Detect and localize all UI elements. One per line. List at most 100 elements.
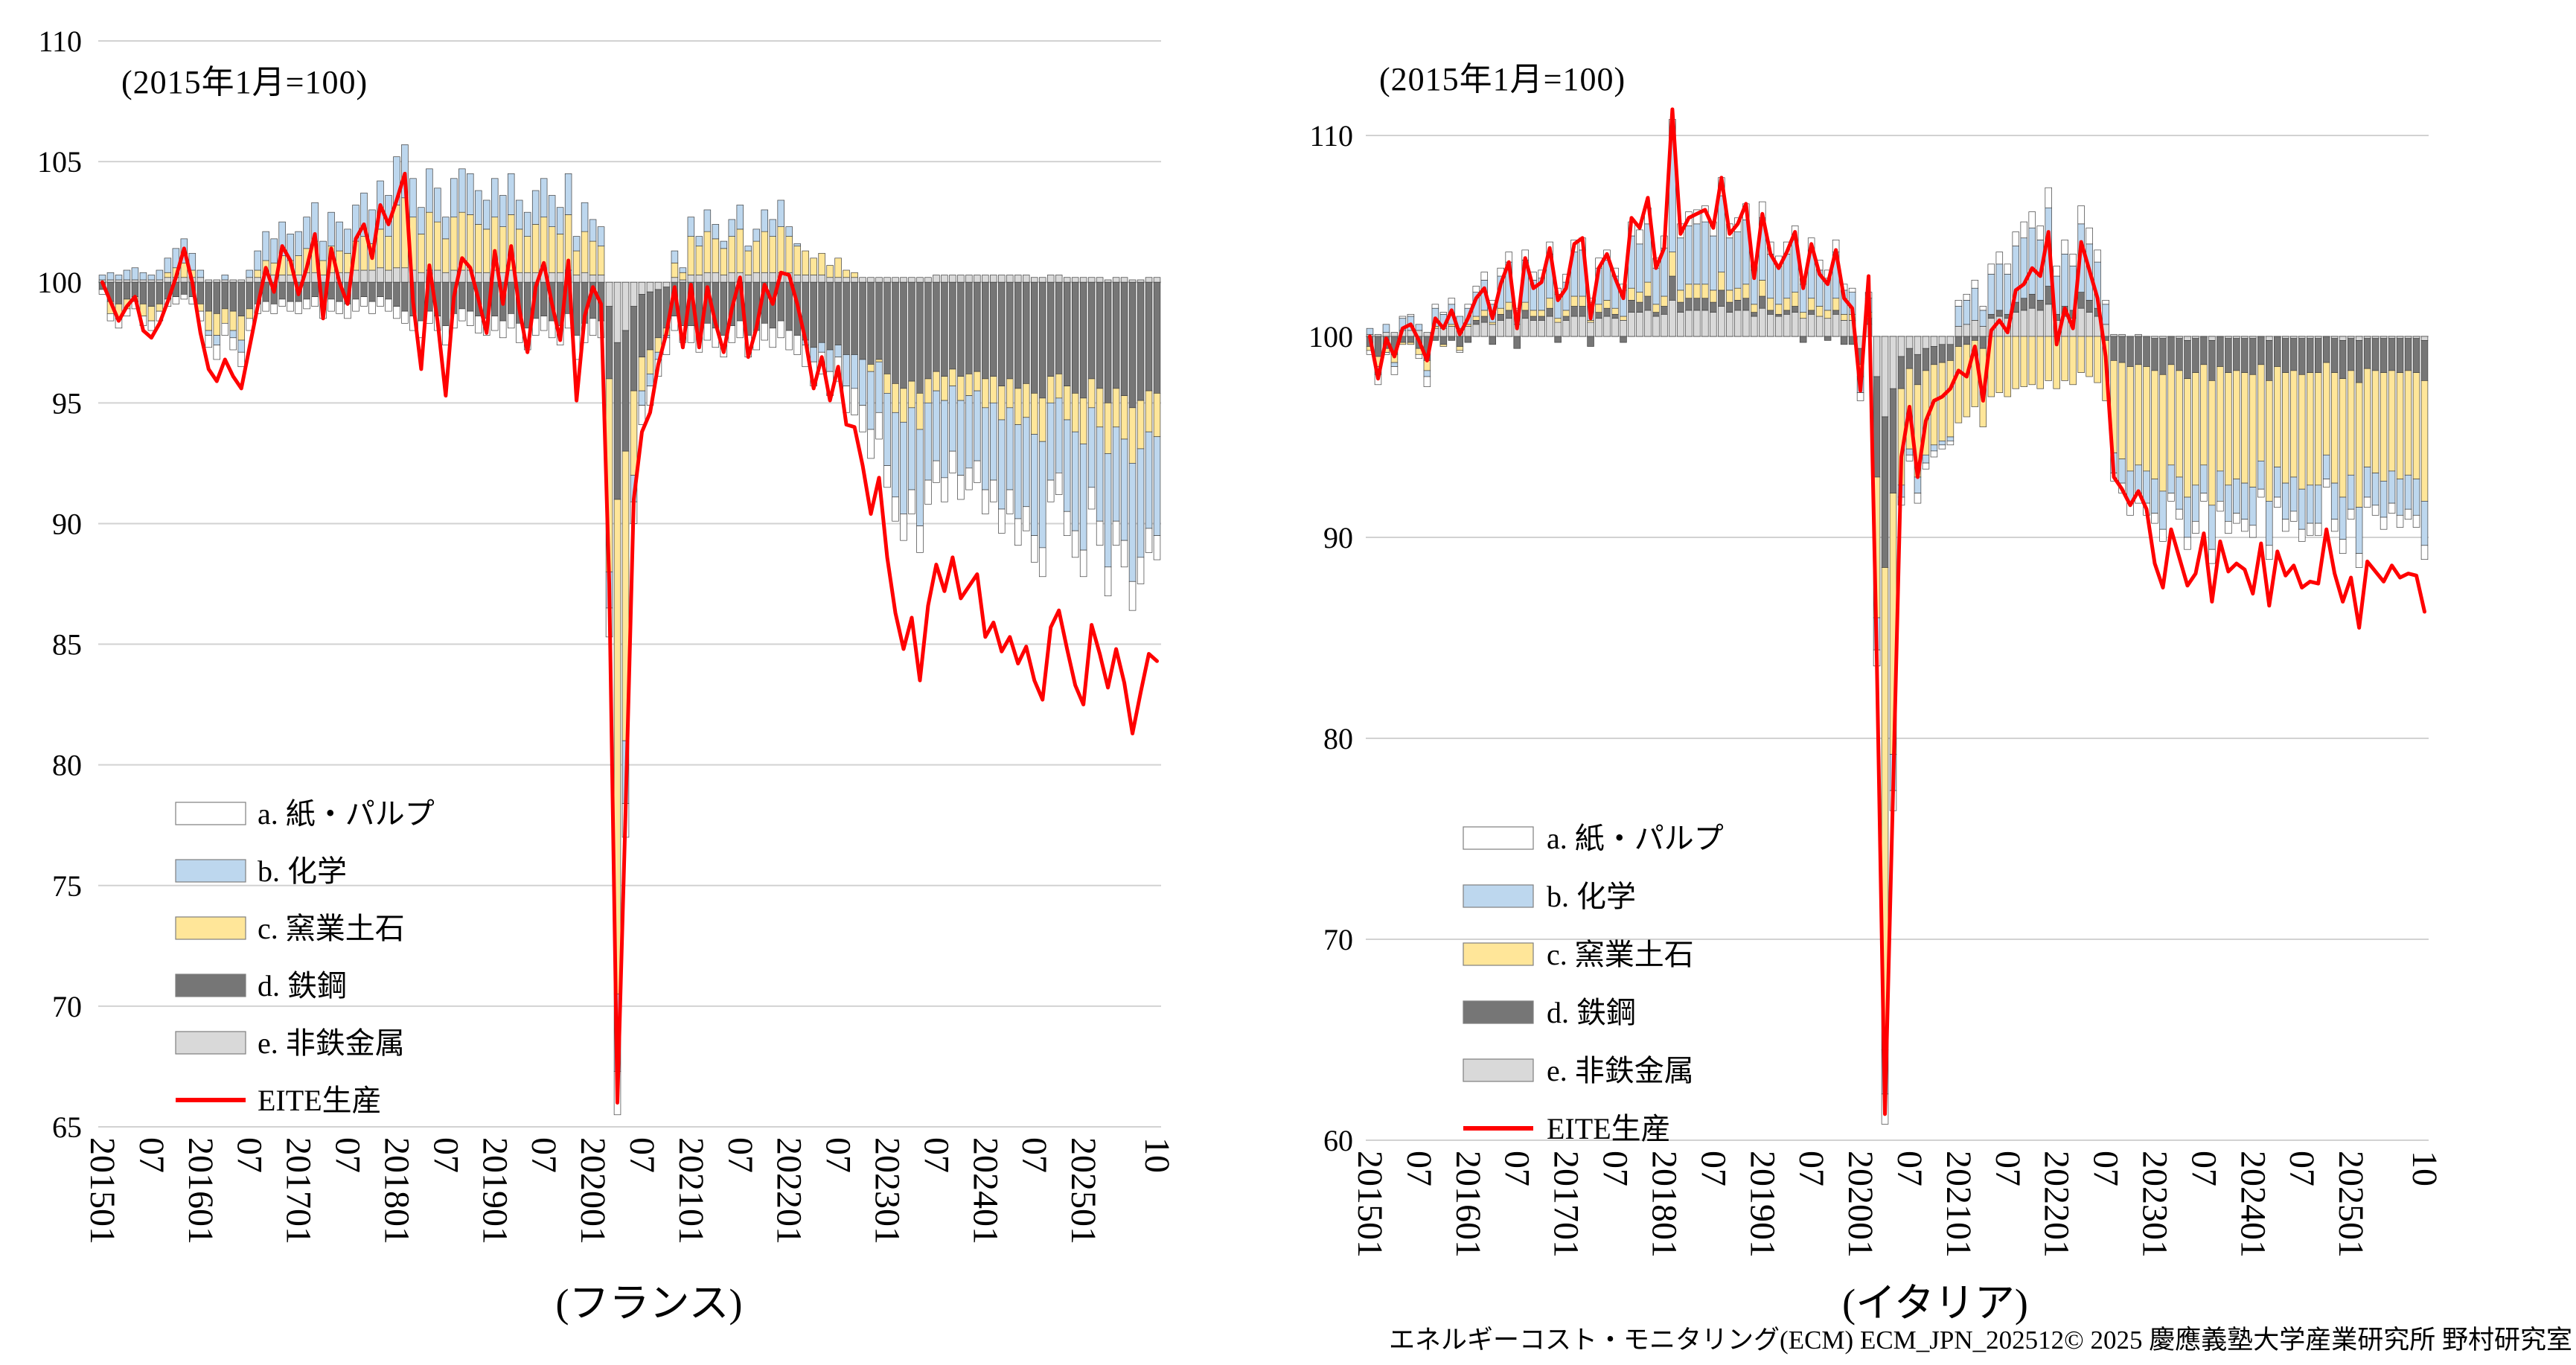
bar-segment-d (287, 281, 294, 302)
bar-segment-d (1038, 281, 1046, 399)
france-eite-line (100, 171, 1160, 1105)
bar-segment-b (2118, 458, 2126, 484)
bar-segment-e (115, 279, 123, 283)
bar-segment-a (368, 301, 376, 314)
bar-segment-e (164, 277, 172, 283)
bar-segment-c (1497, 307, 1504, 315)
bar-segment-e (156, 279, 164, 283)
bar-segment-b (1938, 441, 1946, 446)
bar-segment-d (303, 281, 310, 300)
bar-segment-b (703, 209, 712, 232)
bar-segment-b (1726, 237, 1733, 291)
bar-segment-a (1055, 473, 1063, 495)
bar-segment-d (467, 281, 474, 312)
bar-segment-e (621, 281, 630, 331)
bar-segment-b (1734, 231, 1742, 289)
bar-segment-a (1848, 287, 1856, 292)
bar-segment-b (2241, 482, 2249, 520)
bar-segment-e (916, 277, 924, 283)
bar-segment-e (1922, 336, 1930, 349)
bar-segment-d (654, 289, 662, 339)
legend-swatch-d (1463, 1000, 1534, 1024)
bar-segment-c (1587, 320, 1594, 323)
bar-segment-e (1783, 313, 1791, 337)
bar-segment-b (205, 330, 213, 336)
bar-segment-e (2086, 312, 2093, 337)
bar-segment-e (834, 277, 842, 283)
bar-segment-b (1063, 419, 1071, 512)
bar-segment-b (998, 419, 1006, 510)
bar-segment-d (1726, 301, 1733, 313)
bar-segment-d (1521, 310, 1529, 319)
bar-segment-b (2028, 227, 2036, 295)
bar-segment-d (1987, 313, 1995, 319)
bar-segment-c (2396, 372, 2404, 480)
bar-segment-b (1071, 431, 1079, 531)
bar-segment-a (2036, 226, 2044, 240)
x-tick-label: 07 (1792, 1151, 1831, 1186)
bar-segment-b (442, 217, 450, 240)
bar-segment-c (1807, 298, 1815, 311)
bar-segment-b (949, 386, 956, 452)
bar-segment-d (1096, 281, 1104, 389)
x-tick-label: 07 (328, 1137, 368, 1173)
bar-segment-c (1824, 310, 1832, 319)
bar-segment-d (1530, 316, 1537, 321)
bar-segment-e (900, 277, 907, 283)
bar-segment-b (1693, 223, 1701, 285)
bar-segment-c (515, 228, 523, 273)
x-tick-label: 201501 (83, 1137, 122, 1244)
bar-segment-c (695, 246, 703, 275)
bar-segment-e (1538, 320, 1545, 337)
bar-segment-e (2077, 307, 2085, 337)
bar-segment-d (1587, 336, 1594, 347)
bar-segment-d (1439, 336, 1448, 345)
bar-segment-e (2298, 336, 2306, 339)
bar-segment-b (2020, 237, 2028, 299)
bar-segment-a (1014, 518, 1022, 546)
legend-label-a: a. 紙・パルプ (258, 797, 435, 831)
bar-segment-a (393, 306, 400, 319)
bar-segment-e (1628, 312, 1635, 337)
x-tick-label: 202401 (2233, 1151, 2272, 1258)
bar-segment-e (1145, 277, 1153, 283)
bar-segment-b (548, 195, 556, 228)
legend-label-e: e. 非鉄金属 (258, 1026, 405, 1060)
bar-segment-e (1734, 310, 1742, 337)
bar-segment-a (1137, 557, 1145, 584)
legend-label-a: a. 紙・パルプ (1547, 822, 1724, 855)
bar-segment-c (1644, 281, 1652, 297)
bar-segment-b (523, 211, 531, 237)
bar-segment-e (875, 277, 883, 283)
bar-segment-b (720, 240, 728, 249)
bar-segment-a (1914, 493, 1922, 504)
y-tick-label: 70 (52, 990, 82, 1023)
bar-segment-c (2126, 366, 2134, 472)
bar-segment-d (1971, 336, 1979, 341)
bar-segment-a (2102, 300, 2109, 305)
bar-segment-a (2298, 528, 2306, 542)
bar-segment-b (303, 217, 310, 249)
bar-segment-c (418, 234, 425, 273)
bar-segment-c (344, 252, 351, 273)
bar-segment-c (1759, 280, 1766, 297)
bar-segment-e (401, 267, 409, 283)
bar-segment-b (1415, 324, 1423, 331)
bar-segment-e (205, 279, 213, 283)
bar-segment-a (916, 525, 924, 553)
bar-segment-e (2192, 336, 2199, 339)
bar-segment-e (679, 279, 687, 283)
bar-segment-c (1456, 346, 1464, 351)
bar-segment-e (556, 272, 564, 283)
bar-segment-c (1046, 376, 1055, 403)
bar-segment-d (1873, 376, 1881, 478)
bar-segment-d (1546, 307, 1553, 317)
bar-segment-e (1873, 336, 1881, 377)
bar-segment-e (237, 279, 245, 283)
bar-segment-d (859, 281, 866, 360)
bar-segment-e (761, 272, 768, 283)
bar-segment-b (843, 354, 850, 386)
bar-segment-e (2135, 333, 2142, 337)
bar-segment-e (646, 281, 654, 292)
bar-segment-d (1905, 348, 1914, 369)
